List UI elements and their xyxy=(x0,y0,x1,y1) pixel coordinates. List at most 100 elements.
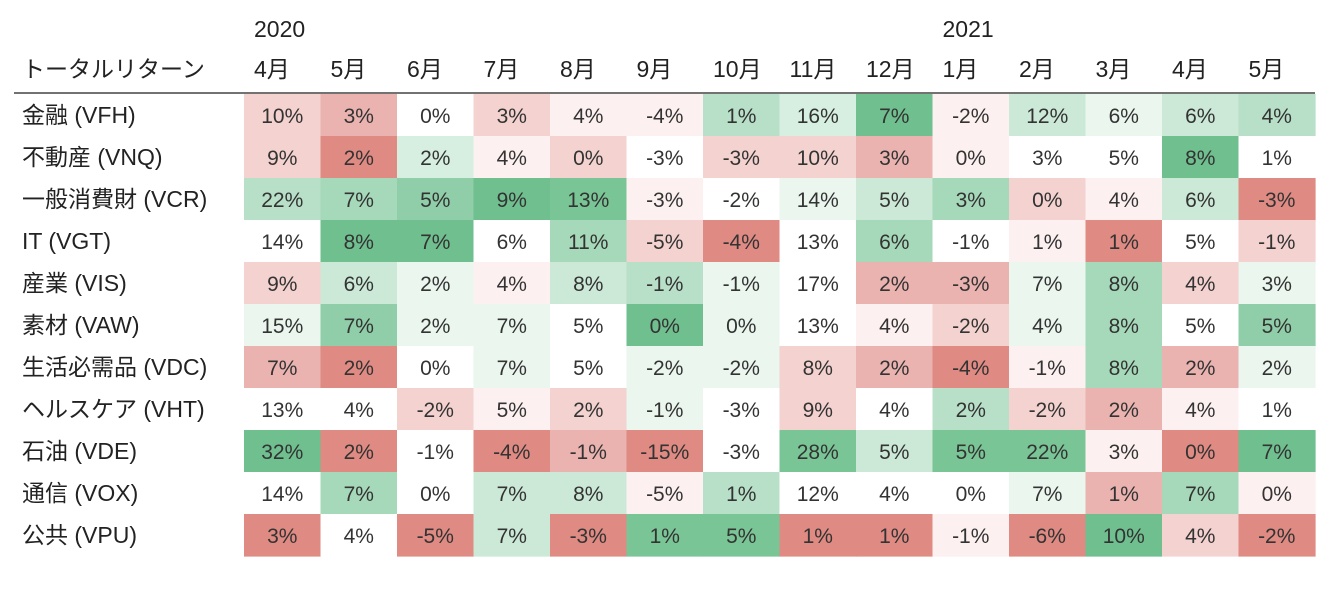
heatmap-cell xyxy=(703,514,781,557)
heatmap-cell xyxy=(1009,346,1087,389)
cell-value: 1% xyxy=(1109,231,1139,254)
heatmap-cell xyxy=(1162,514,1240,557)
heatmap-cell xyxy=(1162,346,1240,389)
cell-value: 6% xyxy=(879,231,909,254)
cell-value: 1% xyxy=(1109,483,1139,506)
cell-value: 7% xyxy=(497,357,527,380)
heatmap-cell xyxy=(320,94,398,137)
cell-value: 12% xyxy=(1026,105,1068,128)
cell-value: 7% xyxy=(879,105,909,128)
heatmap-cell xyxy=(626,94,704,137)
cell-value: 8% xyxy=(573,273,603,296)
heatmap-cell xyxy=(1238,262,1316,305)
cell-value: 4% xyxy=(879,483,909,506)
column-header-12: 3月 xyxy=(1096,56,1132,82)
heatmap-cell xyxy=(1162,430,1240,473)
heatmap-cell xyxy=(1238,94,1316,137)
cell-value: 0% xyxy=(956,483,986,506)
heatmap-cell xyxy=(779,346,857,389)
cell-value: 3% xyxy=(879,147,909,170)
heatmap-cell xyxy=(626,388,704,431)
cell-value: 8% xyxy=(573,483,603,506)
cell-value: -5% xyxy=(417,525,454,548)
heatmap-cell xyxy=(626,220,704,263)
heatmap-cell xyxy=(244,262,322,305)
cell-value: 6% xyxy=(1109,105,1139,128)
heatmap-cell xyxy=(473,220,551,263)
cell-value: 0% xyxy=(573,147,603,170)
cell-value: 7% xyxy=(1185,483,1215,506)
cell-value: -15% xyxy=(640,441,689,464)
cell-value: 2% xyxy=(1262,357,1292,380)
heatmap-cell xyxy=(779,136,857,179)
heatmap-cell xyxy=(703,304,781,347)
heatmap-cell xyxy=(1085,262,1163,305)
heatmap-cell xyxy=(779,262,857,305)
heatmap-cell xyxy=(397,514,475,557)
heatmap-cell xyxy=(1085,346,1163,389)
cell-value: -3% xyxy=(646,147,683,170)
heatmap-cell xyxy=(856,388,934,431)
row-label-3: 一般消費財 (VCR) xyxy=(22,186,207,212)
heatmap-cell xyxy=(244,346,322,389)
cell-value: 8% xyxy=(803,357,833,380)
cell-value: 0% xyxy=(650,315,680,338)
row-label-11: 公共 (VPU) xyxy=(22,522,137,548)
heatmap-cell xyxy=(779,94,857,137)
cell-value: 13% xyxy=(797,231,839,254)
heatmap-cell xyxy=(1085,304,1163,347)
cell-value: -4% xyxy=(646,105,683,128)
cell-value: -4% xyxy=(952,357,989,380)
cell-value: 5% xyxy=(420,189,450,212)
cell-value: 7% xyxy=(420,231,450,254)
heatmap-cell xyxy=(779,430,857,473)
cell-value: 4% xyxy=(497,273,527,296)
cell-value: 5% xyxy=(879,189,909,212)
heatmap-cell xyxy=(320,178,398,221)
cell-value: 13% xyxy=(567,189,609,212)
heatmap-cell xyxy=(397,94,475,137)
heatmap-cell xyxy=(550,220,628,263)
year-label-2021: 2021 xyxy=(943,16,994,42)
heatmap-cell xyxy=(1238,136,1316,179)
cell-value: 1% xyxy=(879,525,909,548)
heatmap-cell xyxy=(779,220,857,263)
heatmap-cell xyxy=(550,94,628,137)
heatmap-cell xyxy=(1009,136,1087,179)
cell-value: 4% xyxy=(1185,399,1215,422)
heatmap-cell xyxy=(473,388,551,431)
heatmap-cell xyxy=(1009,514,1087,557)
heatmap-cell xyxy=(1009,304,1087,347)
heatmap-cell xyxy=(473,472,551,515)
cell-value: -2% xyxy=(417,399,454,422)
heatmap-cell xyxy=(626,262,704,305)
heatmap-cell xyxy=(1085,388,1163,431)
cell-value: 2% xyxy=(420,147,450,170)
heatmap-cell xyxy=(626,472,704,515)
heatmap-cell xyxy=(1162,304,1240,347)
heatmap-cell xyxy=(244,94,322,137)
cell-value: 2% xyxy=(1185,357,1215,380)
heatmap-cell xyxy=(703,262,781,305)
cell-value: 0% xyxy=(1032,189,1062,212)
row-label-9: 石油 (VDE) xyxy=(22,438,137,464)
heatmap-cell xyxy=(397,388,475,431)
heatmap-cell xyxy=(932,514,1010,557)
cell-value: 2% xyxy=(879,357,909,380)
cell-value: 4% xyxy=(1032,315,1062,338)
cell-value: 5% xyxy=(1185,315,1215,338)
heatmap-cell xyxy=(932,178,1010,221)
heatmap-cell xyxy=(779,304,857,347)
cell-value: -3% xyxy=(570,525,607,548)
heatmap-cell xyxy=(703,430,781,473)
heatmap-cell xyxy=(932,388,1010,431)
heatmap-cell xyxy=(626,178,704,221)
cell-value: 10% xyxy=(1103,525,1145,548)
heatmap-cell xyxy=(244,136,322,179)
column-header-13: 4月 xyxy=(1172,56,1208,82)
cell-value: 14% xyxy=(261,231,303,254)
heatmap-cell xyxy=(244,430,322,473)
heatmap-cell xyxy=(397,472,475,515)
cell-value: -4% xyxy=(493,441,530,464)
cell-value: 4% xyxy=(344,399,374,422)
